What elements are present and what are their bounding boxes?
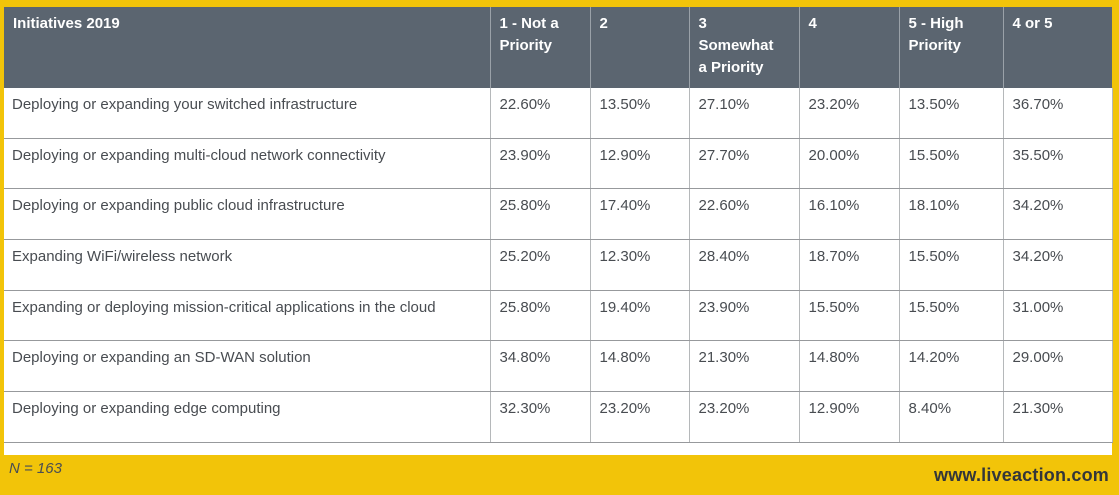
value-cell: 23.90% <box>689 290 800 342</box>
column-header-5-high-priority: 5 - High Priority <box>899 7 1004 88</box>
value-cell: 27.10% <box>689 88 800 139</box>
value-cell: 20.00% <box>799 138 900 190</box>
left-accent-border <box>0 0 4 456</box>
value-cell: 23.20% <box>689 391 800 443</box>
top-accent-border <box>0 0 1119 7</box>
row-label: Deploying or expanding your switched inf… <box>4 88 491 139</box>
table-row: Deploying or expanding edge computing 32… <box>4 391 1113 443</box>
row-label: Deploying or expanding edge computing <box>4 391 491 443</box>
row-label: Deploying or expanding an SD-WAN solutio… <box>4 340 491 393</box>
value-cell: 13.50% <box>899 88 1004 139</box>
column-header-initiatives: Initiatives 2019 <box>4 7 491 88</box>
value-cell: 31.00% <box>1003 290 1113 342</box>
table-row: Deploying or expanding multi-cloud netwo… <box>4 138 1113 190</box>
column-header-1-not-a-priority: 1 - Not a Priority <box>490 7 591 88</box>
value-cell: 14.80% <box>799 340 900 393</box>
value-cell: 17.40% <box>590 188 690 240</box>
value-cell: 28.40% <box>689 239 800 291</box>
column-header-3-somewhat-a-priority: 3 Somewhat a Priority <box>689 7 800 88</box>
value-cell: 29.00% <box>1003 340 1113 393</box>
initiatives-priority-table: Initiatives 2019 1 - Not a Priority 2 3 … <box>4 7 1113 443</box>
value-cell: 23.20% <box>799 88 900 139</box>
row-label: Expanding WiFi/wireless network <box>4 239 491 291</box>
value-cell: 22.60% <box>689 188 800 240</box>
header-row: Initiatives 2019 1 - Not a Priority 2 3 … <box>4 7 1112 88</box>
value-cell: 15.50% <box>899 239 1004 291</box>
value-cell: 14.80% <box>590 340 690 393</box>
value-cell: 25.80% <box>490 290 591 342</box>
table-row: Deploying or expanding an SD-WAN solutio… <box>4 340 1113 393</box>
column-header-4-or-5: 4 or 5 <box>1003 7 1112 88</box>
table-row: Deploying or expanding public cloud infr… <box>4 188 1113 240</box>
value-cell: 22.60% <box>490 88 591 139</box>
value-cell: 34.20% <box>1003 188 1113 240</box>
right-accent-border <box>1112 0 1119 456</box>
value-cell: 15.50% <box>799 290 900 342</box>
value-cell: 15.50% <box>899 138 1004 190</box>
table-row: Expanding or deploying mission-critical … <box>4 290 1113 342</box>
website-text: www.liveaction.com <box>934 464 1109 485</box>
table-row: Deploying or expanding your switched inf… <box>4 88 1113 139</box>
value-cell: 32.30% <box>490 391 591 443</box>
value-cell: 35.50% <box>1003 138 1113 190</box>
footer-bar: N = 163 www.liveaction.com <box>0 455 1119 495</box>
value-cell: 15.50% <box>899 290 1004 342</box>
value-cell: 23.20% <box>590 391 690 443</box>
value-cell: 21.30% <box>1003 391 1113 443</box>
sample-size-note: N = 163 <box>9 460 62 477</box>
value-cell: 19.40% <box>590 290 690 342</box>
value-cell: 18.70% <box>799 239 900 291</box>
value-cell: 16.10% <box>799 188 900 240</box>
value-cell: 25.80% <box>490 188 591 240</box>
value-cell: 14.20% <box>899 340 1004 393</box>
row-label: Deploying or expanding multi-cloud netwo… <box>4 138 491 190</box>
value-cell: 8.40% <box>899 391 1004 443</box>
value-cell: 25.20% <box>490 239 591 291</box>
value-cell: 36.70% <box>1003 88 1113 139</box>
value-cell: 18.10% <box>899 188 1004 240</box>
value-cell: 34.80% <box>490 340 591 393</box>
value-cell: 12.90% <box>590 138 690 190</box>
value-cell: 13.50% <box>590 88 690 139</box>
value-cell: 12.90% <box>799 391 900 443</box>
value-cell: 34.20% <box>1003 239 1113 291</box>
row-label: Expanding or deploying mission-critical … <box>4 290 491 342</box>
column-header-4: 4 <box>799 7 900 88</box>
value-cell: 12.30% <box>590 239 690 291</box>
value-cell: 27.70% <box>689 138 800 190</box>
value-cell: 23.90% <box>490 138 591 190</box>
column-header-2: 2 <box>590 7 690 88</box>
value-cell: 21.30% <box>689 340 800 393</box>
table-row: Expanding WiFi/wireless network 25.20% 1… <box>4 239 1113 291</box>
row-label: Deploying or expanding public cloud infr… <box>4 188 491 240</box>
